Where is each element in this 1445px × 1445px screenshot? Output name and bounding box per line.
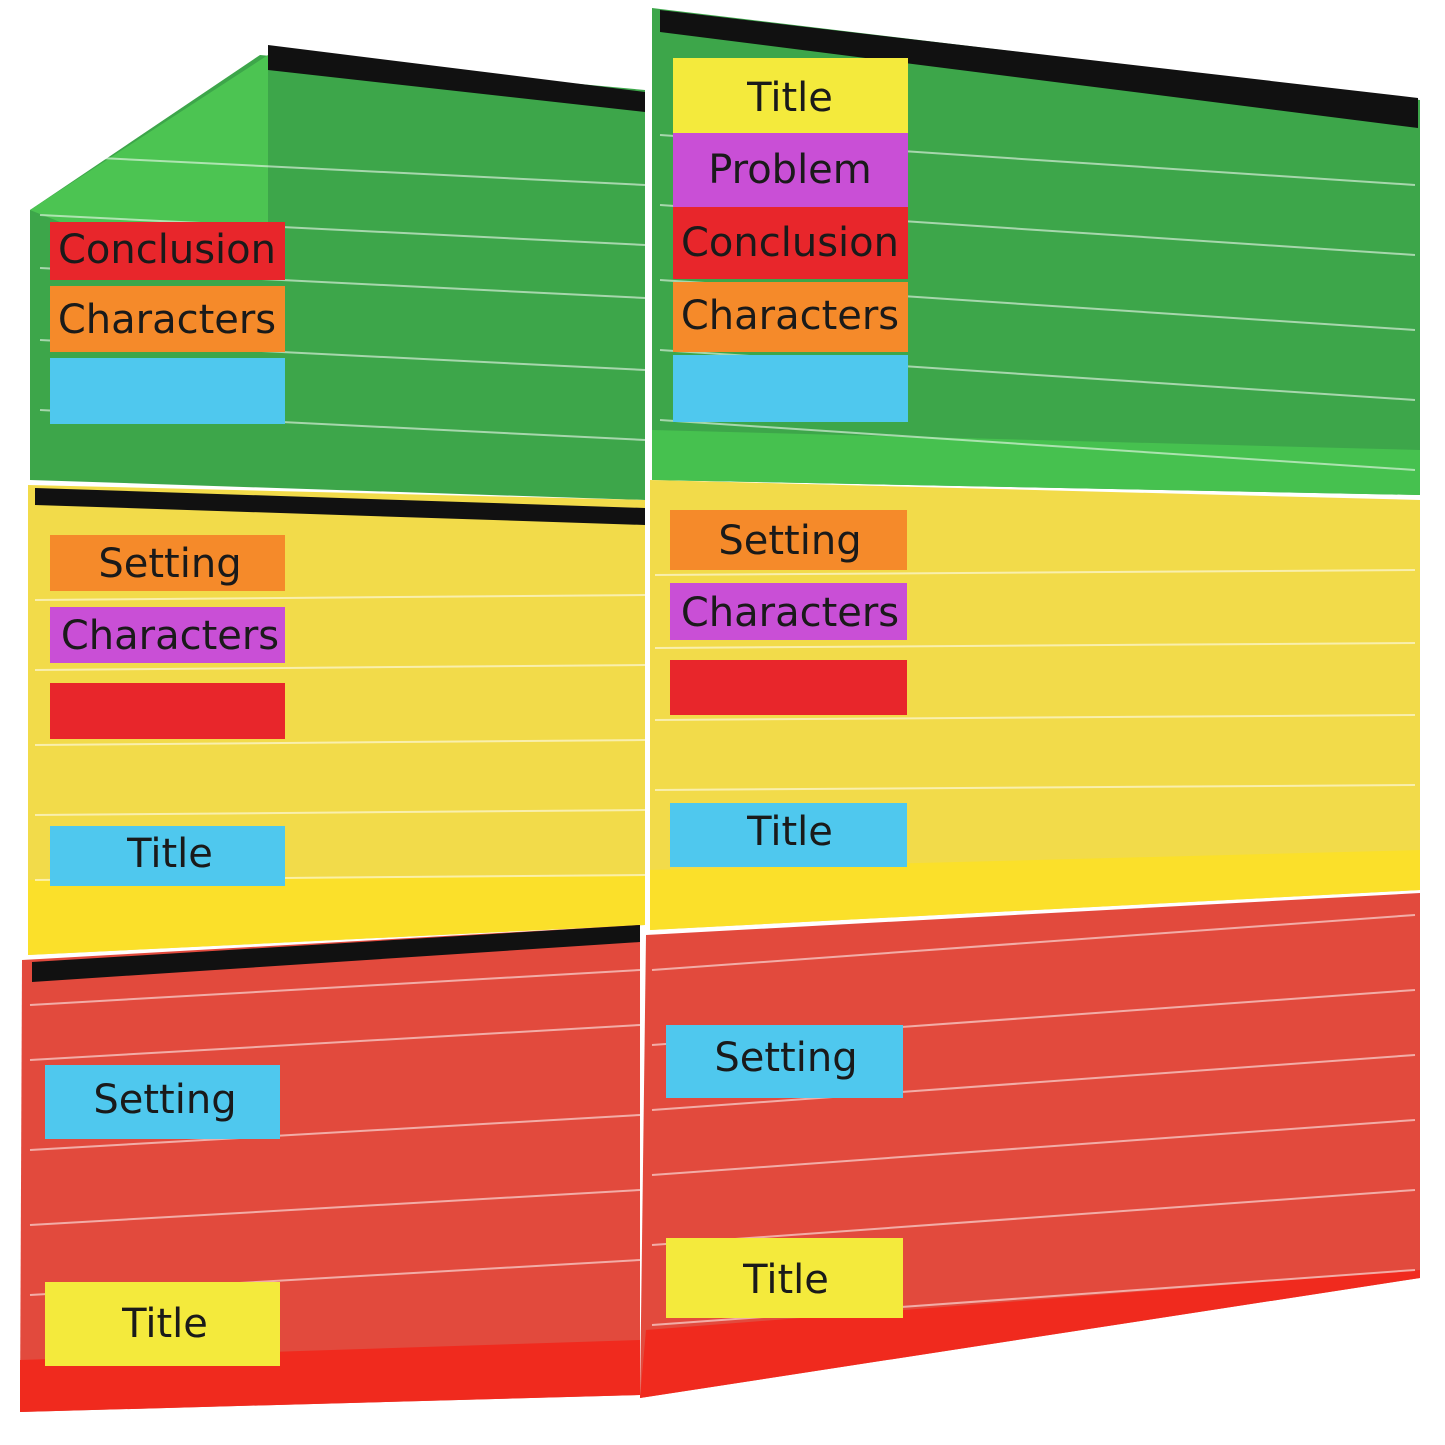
green-bottom bbox=[652, 430, 1420, 495]
pocket-edge bbox=[651, 1189, 1416, 1246]
folded-corner bbox=[30, 55, 268, 225]
card bbox=[673, 133, 908, 209]
card bbox=[666, 1238, 903, 1318]
yellow-bottom bbox=[650, 850, 1420, 930]
pocket-edge bbox=[29, 1189, 641, 1226]
card bbox=[50, 535, 285, 591]
card-label: Title bbox=[121, 1301, 208, 1347]
card bbox=[50, 222, 285, 280]
card bbox=[50, 358, 285, 424]
card bbox=[673, 355, 908, 422]
pocket-edge bbox=[651, 914, 1416, 971]
pocket-edge bbox=[34, 809, 646, 816]
card-label: Setting bbox=[93, 1077, 236, 1123]
card bbox=[673, 282, 908, 352]
pocket-edge bbox=[654, 714, 1416, 721]
card-label: Characters bbox=[681, 293, 899, 339]
card-label: Setting bbox=[714, 1035, 857, 1081]
black-header bbox=[32, 925, 640, 982]
black-header bbox=[35, 488, 645, 525]
card-label: Setting bbox=[98, 541, 241, 587]
pocket-edge bbox=[39, 154, 646, 186]
black-header bbox=[268, 45, 645, 112]
pocket-edge bbox=[654, 569, 1416, 576]
card bbox=[670, 510, 907, 570]
pocket-edge bbox=[659, 419, 1416, 471]
card bbox=[50, 683, 285, 739]
card-label: Characters bbox=[58, 297, 276, 343]
red-bottom bbox=[640, 1270, 1420, 1398]
pocket-edge bbox=[39, 214, 646, 246]
black-header bbox=[660, 10, 1418, 128]
card bbox=[45, 1282, 280, 1366]
card-label: Characters bbox=[61, 613, 279, 659]
card bbox=[50, 607, 285, 663]
card bbox=[670, 583, 907, 640]
card-label: Conclusion bbox=[58, 227, 276, 273]
pocket-edge bbox=[29, 1024, 641, 1061]
pocket-edge bbox=[651, 1054, 1416, 1111]
card bbox=[666, 1025, 903, 1098]
pocket-edge bbox=[34, 594, 646, 601]
card-label: Setting bbox=[718, 518, 861, 564]
pocket-edge bbox=[651, 1119, 1416, 1176]
card bbox=[673, 58, 908, 136]
card bbox=[50, 826, 285, 886]
pocket-edge bbox=[29, 969, 641, 1006]
card bbox=[45, 1065, 280, 1139]
yellow-bottom bbox=[28, 875, 645, 955]
cards: Conclusion Characters Setting Characters… bbox=[45, 58, 908, 1366]
pocket-edge bbox=[654, 642, 1416, 649]
card-label: Problem bbox=[708, 147, 872, 193]
card bbox=[670, 660, 907, 715]
card bbox=[50, 286, 285, 352]
card-label: Title bbox=[746, 809, 833, 855]
pocket-edge bbox=[34, 664, 646, 671]
pocket-edge bbox=[29, 1114, 641, 1151]
card-label: Title bbox=[126, 831, 213, 877]
pocket-edge bbox=[654, 784, 1416, 791]
card-label: Characters bbox=[681, 590, 899, 636]
card bbox=[673, 207, 908, 279]
card-label: Conclusion bbox=[681, 220, 899, 266]
pocket-edge bbox=[34, 739, 646, 746]
card-label: Title bbox=[746, 75, 833, 121]
card-label: Title bbox=[742, 1257, 829, 1303]
card bbox=[670, 803, 907, 867]
